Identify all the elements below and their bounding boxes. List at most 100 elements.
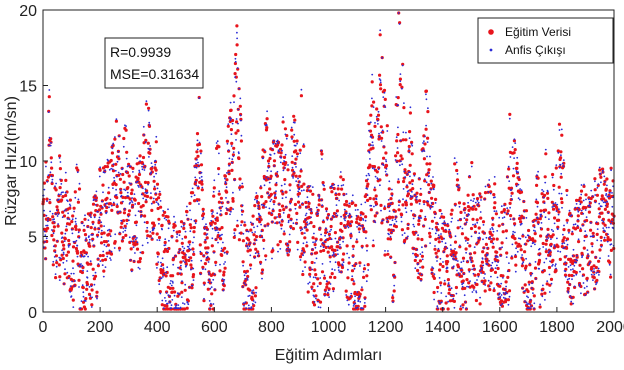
anfis-cikisi-point — [310, 216, 312, 219]
anfis-cikisi-point — [325, 227, 327, 230]
anfis-cikisi-point — [436, 307, 439, 310]
egitim-verisi-point — [362, 275, 366, 279]
anfis-cikisi-point — [415, 232, 417, 234]
anfis-cikisi-point — [258, 218, 261, 221]
egitim-verisi-point — [325, 216, 329, 220]
anfis-cikisi-point — [219, 263, 221, 266]
anfis-cikisi-point — [488, 179, 491, 181]
anfis-cikisi-point — [378, 132, 380, 135]
points-layer — [41, 11, 616, 311]
anfis-cikisi-point — [232, 155, 235, 158]
egitim-verisi-point — [489, 190, 493, 194]
anfis-cikisi-point — [342, 184, 345, 186]
egitim-verisi-point — [97, 208, 102, 212]
egitim-verisi-point — [163, 210, 167, 214]
anfis-cikisi-point — [319, 277, 322, 279]
anfis-cikisi-point — [466, 215, 469, 218]
anfis-cikisi-point — [73, 241, 76, 243]
anfis-cikisi-point — [276, 216, 278, 218]
egitim-verisi-point — [372, 165, 377, 169]
anfis-cikisi-point — [361, 307, 364, 310]
egitim-verisi-point — [408, 130, 412, 134]
anfis-cikisi-point — [477, 201, 480, 204]
anfis-cikisi-point — [279, 248, 282, 250]
anfis-cikisi-point — [571, 255, 574, 257]
egitim-verisi-point — [88, 296, 92, 300]
egitim-verisi-point — [99, 241, 104, 245]
anfis-cikisi-point — [221, 205, 224, 208]
anfis-cikisi-point — [600, 239, 603, 242]
egitim-verisi-point — [254, 247, 258, 251]
anfis-cikisi-point — [252, 300, 255, 302]
anfis-cikisi-point — [305, 226, 308, 229]
anfis-cikisi-point — [133, 260, 136, 262]
anfis-cikisi-point — [551, 206, 554, 208]
anfis-cikisi-point — [340, 271, 343, 273]
anfis-cikisi-point — [186, 301, 189, 304]
anfis-cikisi-point — [397, 178, 400, 181]
anfis-cikisi-point — [245, 230, 248, 233]
anfis-cikisi-point — [417, 234, 419, 237]
anfis-cikisi-point — [272, 139, 275, 142]
anfis-cikisi-point — [249, 221, 252, 224]
egitim-verisi-point — [301, 272, 305, 277]
egitim-verisi-point — [60, 240, 64, 244]
anfis-cikisi-point — [455, 259, 457, 262]
egitim-verisi-point — [509, 214, 513, 218]
anfis-cikisi-point — [296, 248, 299, 251]
anfis-cikisi-point — [82, 295, 85, 298]
anfis-cikisi-point — [124, 189, 127, 192]
egitim-verisi-point — [587, 210, 592, 214]
anfis-cikisi-point — [482, 224, 485, 226]
anfis-cikisi-point — [249, 242, 251, 245]
egitim-verisi-point — [51, 215, 55, 219]
egitim-verisi-point — [323, 288, 327, 292]
anfis-cikisi-point — [558, 192, 561, 195]
x-tick-label: 1600 — [482, 319, 518, 336]
anfis-cikisi-point — [251, 290, 253, 292]
anfis-cikisi-point — [154, 159, 157, 162]
anfis-cikisi-point — [85, 284, 88, 287]
egitim-verisi-point — [507, 289, 512, 293]
anfis-cikisi-point — [308, 208, 310, 211]
anfis-cikisi-point — [210, 281, 213, 284]
anfis-cikisi-point — [532, 241, 535, 244]
egitim-verisi-point — [404, 138, 408, 142]
anfis-cikisi-point — [142, 163, 145, 166]
egitim-verisi-point — [50, 166, 54, 170]
egitim-verisi-point — [385, 124, 389, 128]
anfis-cikisi-point — [58, 256, 61, 259]
anfis-cikisi-point — [438, 302, 441, 304]
anfis-cikisi-point — [198, 97, 201, 99]
egitim-verisi-point — [89, 262, 93, 266]
anfis-cikisi-point — [350, 215, 353, 218]
egitim-verisi-point — [318, 281, 322, 285]
egitim-verisi-point — [217, 145, 221, 149]
anfis-cikisi-point — [58, 157, 61, 159]
anfis-cikisi-point — [509, 206, 511, 209]
egitim-verisi-point — [379, 125, 383, 129]
egitim-verisi-point — [46, 175, 51, 179]
anfis-cikisi-point — [187, 303, 190, 306]
anfis-cikisi-point — [194, 166, 196, 169]
egitim-verisi-point — [182, 252, 186, 256]
egitim-verisi-point — [241, 260, 245, 264]
anfis-cikisi-point — [318, 195, 321, 198]
anfis-cikisi-point — [74, 280, 76, 282]
anfis-cikisi-point — [334, 261, 337, 264]
egitim-verisi-point — [107, 191, 111, 195]
egitim-verisi-point — [377, 137, 381, 141]
anfis-cikisi-point — [108, 228, 111, 231]
anfis-cikisi-point — [567, 290, 569, 293]
anfis-cikisi-point — [419, 187, 422, 190]
anfis-cikisi-point — [450, 248, 452, 251]
egitim-verisi-point — [55, 205, 59, 209]
anfis-cikisi-point — [461, 227, 464, 230]
egitim-verisi-point — [306, 290, 310, 294]
egitim-verisi-point — [127, 213, 131, 217]
anfis-cikisi-point — [458, 274, 461, 277]
anfis-cikisi-point — [557, 250, 559, 253]
anfis-cikisi-point — [508, 262, 510, 264]
anfis-cikisi-point — [209, 225, 212, 227]
anfis-cikisi-point — [573, 285, 576, 288]
